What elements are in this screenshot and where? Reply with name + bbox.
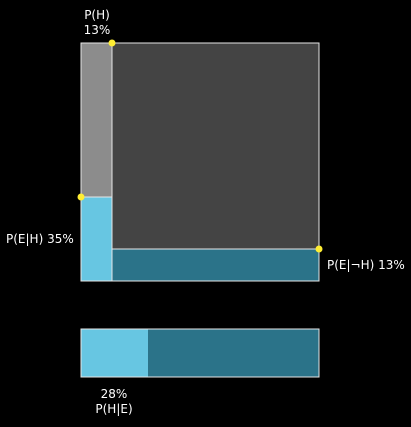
h-region xyxy=(81,43,112,197)
posterior-bar-h xyxy=(81,329,148,377)
p-e-given-not-h-handle[interactable] xyxy=(315,245,323,253)
posterior-value: 28% xyxy=(100,387,128,401)
p-h-handle[interactable] xyxy=(108,39,116,47)
p-h-value: 13% xyxy=(83,23,111,37)
p-h-label: P(H) 13% xyxy=(82,8,112,38)
p-h-name: P(H) xyxy=(84,8,110,22)
e-given-h-region xyxy=(81,197,112,281)
posterior-name: P(H|E) xyxy=(95,402,133,416)
p-e-given-not-h-label: P(E|¬H) 13% xyxy=(327,258,405,272)
e-given-not-h-region xyxy=(112,249,319,281)
not-h-region xyxy=(81,43,319,281)
square-border xyxy=(80,42,320,282)
posterior-label: 28% P(H|E) xyxy=(88,387,140,417)
posterior-bar-border xyxy=(80,328,320,378)
p-e-given-h-handle[interactable] xyxy=(77,193,85,201)
p-e-given-h-label: P(E|H) 35% xyxy=(6,232,74,246)
